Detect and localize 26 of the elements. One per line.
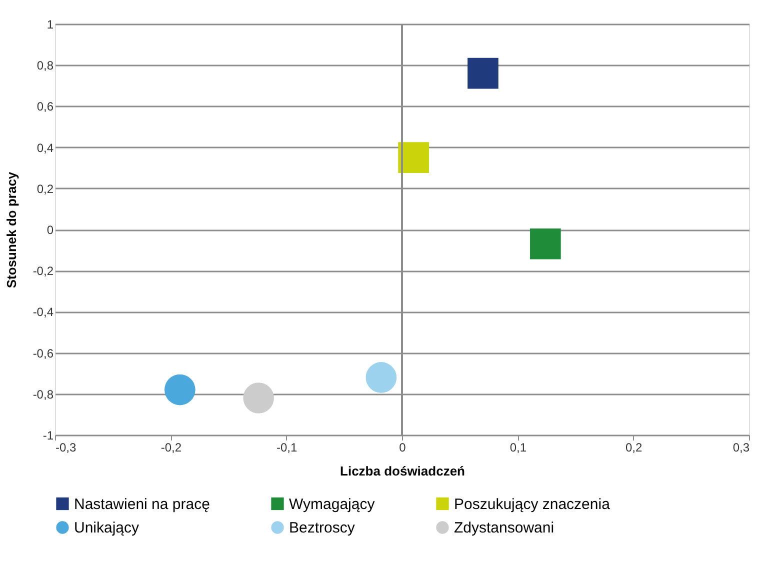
x-tick-label: -0,3 — [56, 440, 77, 454]
x-axis-title: Liczba doświadczeń — [340, 464, 466, 478]
y-tick-label: 0,4 — [36, 140, 54, 155]
legend-label: Zdystansowani — [454, 520, 554, 536]
legend-label: Wymagający — [289, 496, 376, 513]
y-tick-label: -0,8 — [32, 387, 54, 402]
x-tick-label: 0 — [399, 440, 406, 454]
y-tick-label: 0,2 — [36, 182, 54, 196]
x-tick-label: 0,3 — [732, 440, 750, 454]
y-tick-label: 0,6 — [36, 100, 54, 114]
y-tick-label: 0,8 — [36, 58, 54, 73]
x-tick-label: -0,1 — [276, 440, 298, 454]
x-tick-label: 0,2 — [625, 440, 642, 454]
y-tick-label: 1 — [46, 18, 54, 32]
x-tick-label: 0,1 — [510, 440, 527, 454]
x-tick-label: -0,2 — [160, 440, 182, 454]
y-tick-label: -0,2 — [32, 264, 54, 278]
legend-label: Unikający — [74, 520, 140, 536]
y-axis-title: Stosunek do pracy — [4, 171, 19, 288]
legend-label: Poszukujący znaczenia — [454, 496, 611, 513]
y-tick-label: -0,4 — [32, 305, 54, 320]
y-tick-label: -1 — [42, 428, 54, 442]
legend-label: Nastawieni na pracę — [74, 496, 210, 513]
legend-label: Beztroscy — [289, 520, 356, 536]
y-tick-label: -0,6 — [32, 346, 54, 360]
y-tick-label: 0 — [46, 223, 54, 237]
